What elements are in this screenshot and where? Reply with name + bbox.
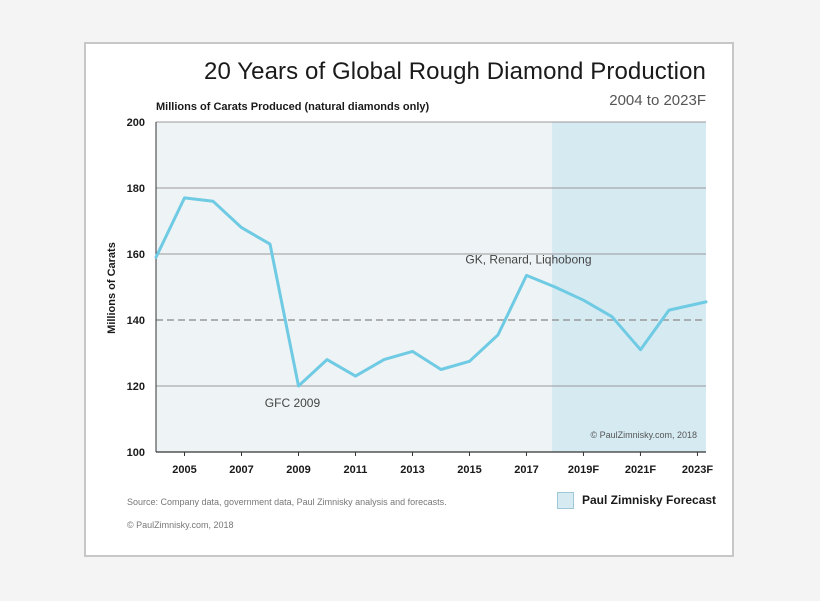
chart-title: 20 Years of Global Rough Diamond Product… xyxy=(204,58,706,85)
footer-copyright: © PaulZimnisky.com, 2018 xyxy=(127,520,234,530)
data-point-0-3 xyxy=(240,226,243,229)
y-tick-label-180: 180 xyxy=(127,183,145,195)
data-point-0-19 xyxy=(705,300,708,303)
x-tick-label-2017: 2017 xyxy=(514,464,538,476)
series-line-0 xyxy=(154,196,708,388)
x-tick-label-2005: 2005 xyxy=(172,464,196,476)
x-tick-label-2013: 2013 xyxy=(400,464,424,476)
units-label: Millions of Carats Produced (natural dia… xyxy=(156,101,430,113)
chart-watermark: © PaulZimnisky.com, 2018 xyxy=(590,430,697,440)
legend: Paul Zimnisky Forecast xyxy=(557,491,716,509)
data-point-0-16 xyxy=(611,315,614,318)
x-tick-label-2019F: 2019F xyxy=(568,464,599,476)
data-point-0-10 xyxy=(440,368,443,371)
x-tick-label-2023F: 2023F xyxy=(682,464,713,476)
x-tick-label-2021F: 2021F xyxy=(625,464,656,476)
data-point-0-14 xyxy=(554,286,557,289)
data-point-0-12 xyxy=(497,333,500,336)
data-point-0-5 xyxy=(297,385,300,388)
data-point-0-9 xyxy=(411,350,414,353)
x-tick-label-2007: 2007 xyxy=(229,464,253,476)
legend-swatch-forecast xyxy=(557,491,574,509)
data-point-0-6 xyxy=(326,358,329,361)
annotation-gfc-2009: GFC 2009 xyxy=(265,396,321,410)
y-tick-label-160: 160 xyxy=(127,249,145,261)
data-point-0-8 xyxy=(383,358,386,361)
x-tick-label-2015: 2015 xyxy=(457,464,481,476)
x-tick-label-2009: 2009 xyxy=(286,464,310,476)
data-point-0-15 xyxy=(582,299,585,302)
data-point-0-7 xyxy=(354,375,357,378)
legend-label-forecast: Paul Zimnisky Forecast xyxy=(582,493,717,507)
data-point-0-0 xyxy=(155,256,158,259)
forecast-region xyxy=(552,122,706,452)
data-point-0-13 xyxy=(525,274,528,277)
data-point-0-1 xyxy=(183,197,186,200)
y-tick-label-120: 120 xyxy=(127,381,145,393)
data-point-0-18 xyxy=(668,309,671,312)
annotation-new-mines: GK, Renard, Liqhobong xyxy=(465,252,591,266)
x-tick-label-2011: 2011 xyxy=(344,464,368,476)
data-point-0-4 xyxy=(269,243,272,246)
data-point-0-2 xyxy=(212,200,215,203)
source-note: Source: Company data, government data, P… xyxy=(127,497,447,507)
y-tick-label-140: 140 xyxy=(127,315,145,327)
y-tick-label-200: 200 xyxy=(127,117,145,129)
y-tick-label-100: 100 xyxy=(127,447,145,459)
chart-subtitle: 2004 to 2023F xyxy=(609,92,706,109)
data-point-0-17 xyxy=(639,348,642,351)
data-point-0-11 xyxy=(468,360,471,363)
